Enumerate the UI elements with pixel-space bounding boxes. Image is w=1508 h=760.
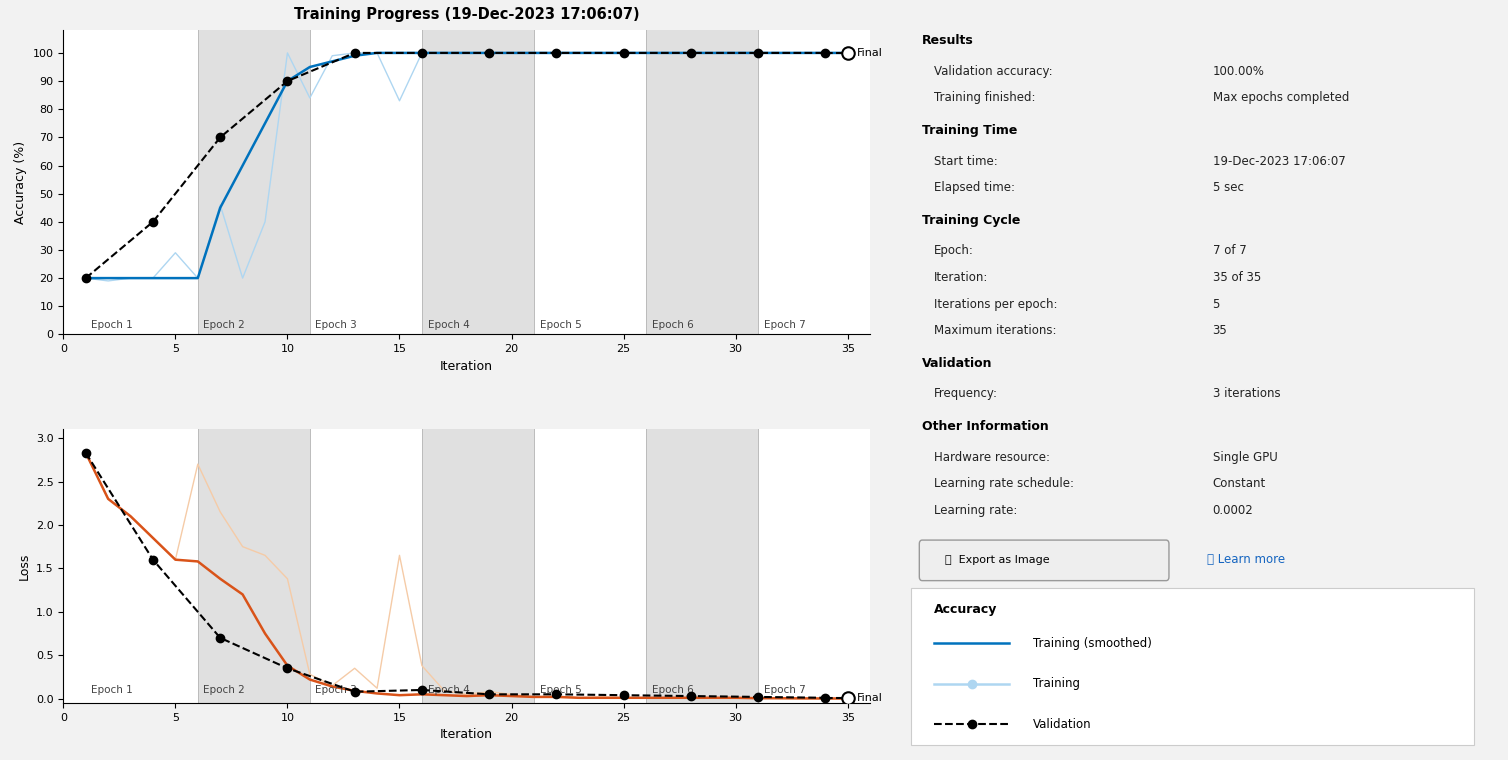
Text: Epoch 5: Epoch 5: [540, 686, 581, 695]
Text: Validation: Validation: [1033, 718, 1092, 731]
Text: Training finished:: Training finished:: [933, 91, 1036, 104]
Bar: [422, 30, 534, 334]
Text: Validation accuracy:: Validation accuracy:: [933, 65, 1053, 78]
Text: 19-Dec-2023 17:06:07: 19-Dec-2023 17:06:07: [1212, 154, 1345, 167]
Text: Validation: Validation: [923, 356, 992, 369]
Text: Maximum iterations:: Maximum iterations:: [933, 324, 1056, 337]
Text: Epoch 1: Epoch 1: [92, 320, 133, 330]
Text: Epoch 1: Epoch 1: [92, 686, 133, 695]
Y-axis label: Accuracy (%): Accuracy (%): [14, 141, 27, 224]
Text: 3 iterations: 3 iterations: [1212, 388, 1280, 401]
Text: Epoch 4: Epoch 4: [427, 686, 469, 695]
Text: Epoch 2: Epoch 2: [204, 686, 246, 695]
FancyBboxPatch shape: [920, 540, 1169, 581]
Text: ⓘ Learn more: ⓘ Learn more: [1206, 553, 1285, 566]
Text: 0.0002: 0.0002: [1212, 504, 1253, 517]
Bar: [198, 30, 309, 334]
Y-axis label: Loss: Loss: [17, 553, 30, 580]
Text: Final: Final: [857, 48, 882, 58]
Text: Epoch 3: Epoch 3: [315, 320, 357, 330]
Text: Epoch 2: Epoch 2: [204, 320, 246, 330]
Text: 5 sec: 5 sec: [1212, 181, 1244, 194]
Text: 35: 35: [1212, 324, 1228, 337]
Text: Training Cycle: Training Cycle: [923, 214, 1021, 226]
Bar: [645, 429, 759, 703]
Text: 5: 5: [1212, 298, 1220, 311]
Text: Learning rate:: Learning rate:: [933, 504, 1018, 517]
Text: Epoch 5: Epoch 5: [540, 320, 581, 330]
Text: Epoch 7: Epoch 7: [763, 320, 805, 330]
X-axis label: Iteration: Iteration: [440, 728, 493, 741]
Bar: [198, 429, 309, 703]
Text: Epoch:: Epoch:: [933, 245, 974, 258]
Text: Epoch 4: Epoch 4: [427, 320, 469, 330]
Text: Epoch 7: Epoch 7: [763, 686, 805, 695]
Text: Other Information: Other Information: [923, 420, 1050, 433]
Text: Max epochs completed: Max epochs completed: [1212, 91, 1348, 104]
Text: Training Time: Training Time: [923, 124, 1018, 137]
Text: Training (smoothed): Training (smoothed): [1033, 637, 1152, 650]
Text: Start time:: Start time:: [933, 154, 998, 167]
Text: Results: Results: [923, 33, 974, 46]
Text: Epoch 6: Epoch 6: [651, 686, 694, 695]
Text: 7 of 7: 7 of 7: [1212, 245, 1246, 258]
Text: 100.00%: 100.00%: [1212, 65, 1264, 78]
Bar: [645, 30, 759, 334]
Text: Single GPU: Single GPU: [1212, 451, 1277, 464]
Text: 35 of 35: 35 of 35: [1212, 271, 1261, 284]
Bar: [422, 429, 534, 703]
Text: Iteration:: Iteration:: [933, 271, 988, 284]
Text: 💾  Export as Image: 💾 Export as Image: [946, 555, 1050, 565]
FancyBboxPatch shape: [911, 588, 1473, 745]
Text: Frequency:: Frequency:: [933, 388, 998, 401]
Text: Iterations per epoch:: Iterations per epoch:: [933, 298, 1057, 311]
Text: Learning rate schedule:: Learning rate schedule:: [933, 477, 1074, 490]
Text: Elapsed time:: Elapsed time:: [933, 181, 1015, 194]
Text: Constant: Constant: [1212, 477, 1265, 490]
Text: Hardware resource:: Hardware resource:: [933, 451, 1050, 464]
Text: Epoch 6: Epoch 6: [651, 320, 694, 330]
Text: Epoch 3: Epoch 3: [315, 686, 357, 695]
X-axis label: Iteration: Iteration: [440, 359, 493, 372]
Text: Final: Final: [857, 693, 882, 703]
Text: Accuracy: Accuracy: [933, 603, 997, 616]
Text: Training: Training: [1033, 677, 1080, 690]
Title: Training Progress (19-Dec-2023 17:06:07): Training Progress (19-Dec-2023 17:06:07): [294, 8, 639, 22]
